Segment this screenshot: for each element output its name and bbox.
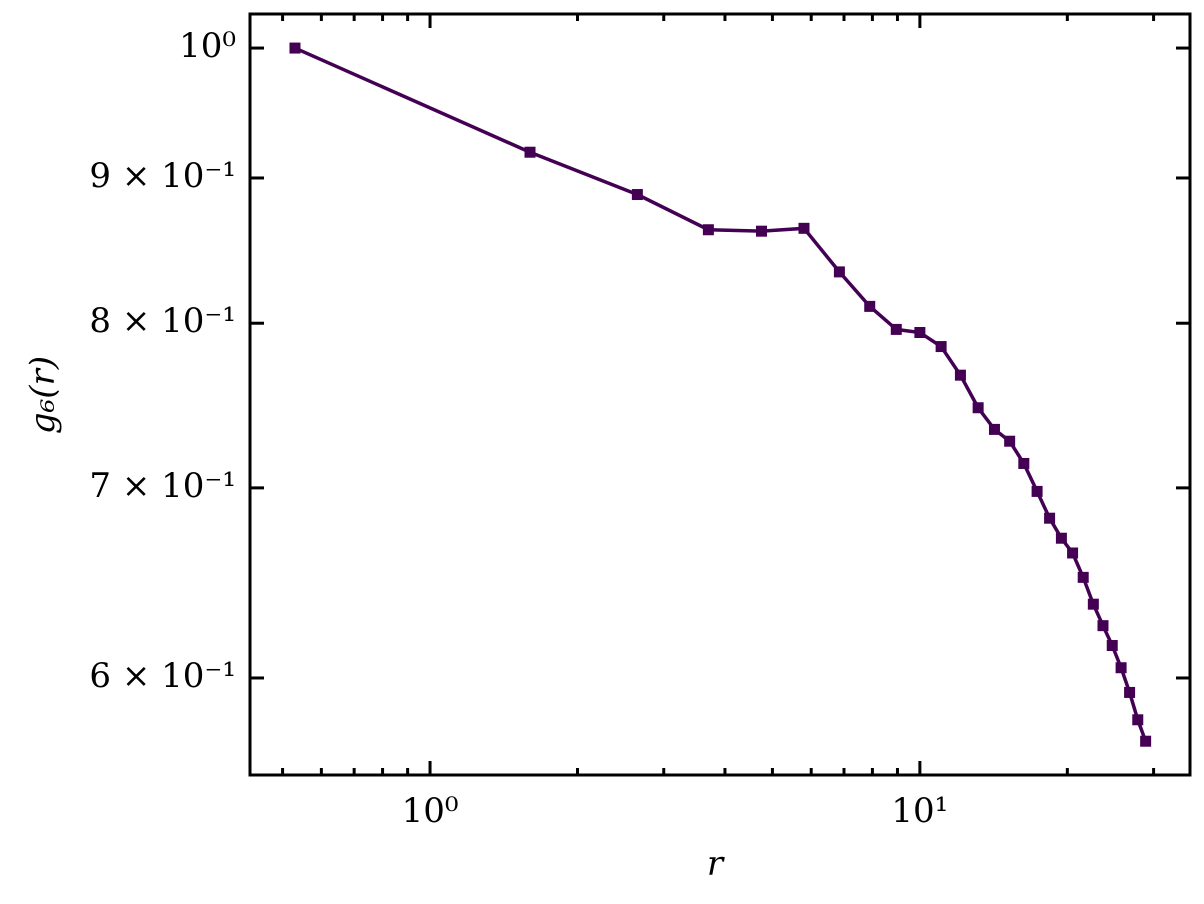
marker: [702, 224, 714, 236]
x-axis-label: r: [707, 844, 725, 884]
y-tick-label: 8 × 10⁻¹: [89, 301, 236, 341]
marker: [1124, 686, 1136, 698]
marker: [954, 369, 966, 381]
marker: [1097, 620, 1109, 632]
marker: [1115, 662, 1127, 674]
marker: [1132, 714, 1144, 726]
y-tick-label: 10⁰: [179, 26, 236, 66]
line: [294, 46, 1148, 742]
marker: [1031, 485, 1043, 497]
marker: [833, 266, 845, 278]
marker: [524, 146, 536, 158]
y-tick-label: 7 × 10⁻¹: [89, 466, 236, 506]
marker: [864, 300, 876, 312]
marker: [798, 222, 810, 234]
marker: [1018, 457, 1030, 469]
y-tick-label: 9 × 10⁻¹: [89, 156, 236, 196]
marker: [1087, 598, 1099, 610]
marker: [1044, 512, 1056, 524]
marker: [972, 402, 984, 414]
marker: [914, 327, 926, 339]
marker: [1140, 735, 1152, 747]
marker: [1077, 571, 1089, 583]
x-tick-label: 10⁰: [402, 791, 459, 831]
marker: [1055, 532, 1067, 544]
marker: [756, 225, 768, 237]
marker: [1004, 435, 1016, 447]
y-axis-label: g₆(r): [23, 356, 63, 434]
marker: [890, 323, 902, 335]
x-tick-label: 10¹: [891, 791, 948, 831]
marker: [935, 341, 947, 353]
marker: [631, 189, 643, 201]
marker: [1067, 547, 1079, 559]
marker: [1106, 640, 1118, 652]
marker: [988, 423, 1000, 435]
plot-frame: [248, 12, 1192, 777]
y-tick-label: 6 × 10⁻¹: [89, 656, 236, 696]
marker: [289, 42, 301, 54]
